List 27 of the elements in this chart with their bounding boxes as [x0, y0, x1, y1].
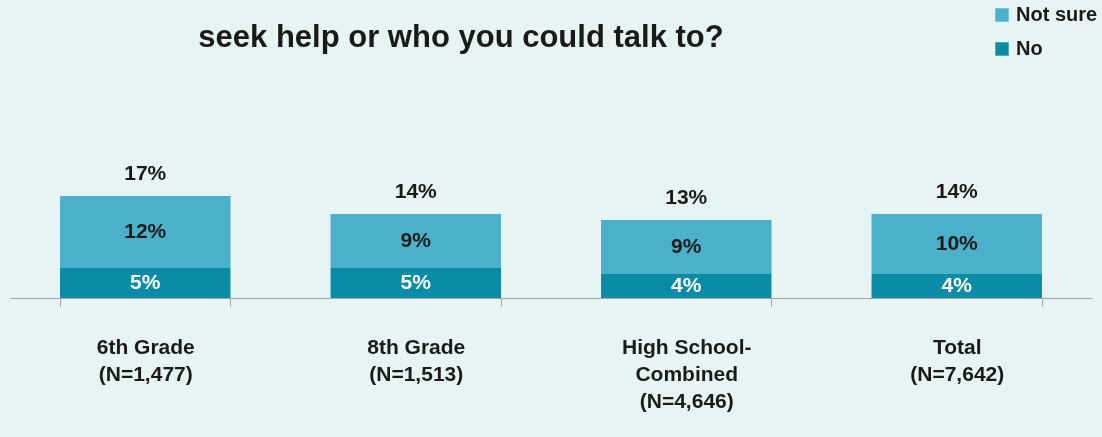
total-label: 14%	[935, 179, 979, 202]
bar	[60, 196, 231, 268]
bar	[330, 268, 501, 298]
data-label: 10%	[935, 231, 979, 254]
bar	[871, 274, 1042, 298]
total-label: 13%	[665, 185, 708, 208]
x-tick-label: 8th Grade (N=1,513)	[367, 334, 466, 385]
bar	[330, 214, 501, 268]
data-label: 9%	[671, 234, 702, 257]
data-label: 5%	[130, 270, 161, 293]
data-label: 4%	[941, 273, 973, 296]
x-tick-label: High School- Combined (N=4,646)	[622, 334, 752, 412]
data-label: 4%	[671, 273, 702, 296]
total-label: 14%	[394, 179, 438, 202]
chart-title: seek help or who you could talk to?	[198, 19, 724, 54]
x-tick-label: 6th Grade (N=1,477)	[96, 334, 195, 385]
legend-label: Not sure	[1016, 3, 1098, 25]
data-label: 5%	[400, 270, 432, 293]
x-tick-label: Total (N=7,642)	[910, 334, 1005, 385]
data-label: 9%	[400, 228, 432, 251]
bar	[601, 220, 772, 274]
bar	[60, 268, 231, 298]
bar	[601, 274, 772, 298]
data-label: 12%	[124, 219, 167, 242]
total-label: 17%	[124, 161, 167, 184]
legend-label: No	[1016, 37, 1043, 59]
bar	[871, 214, 1042, 274]
